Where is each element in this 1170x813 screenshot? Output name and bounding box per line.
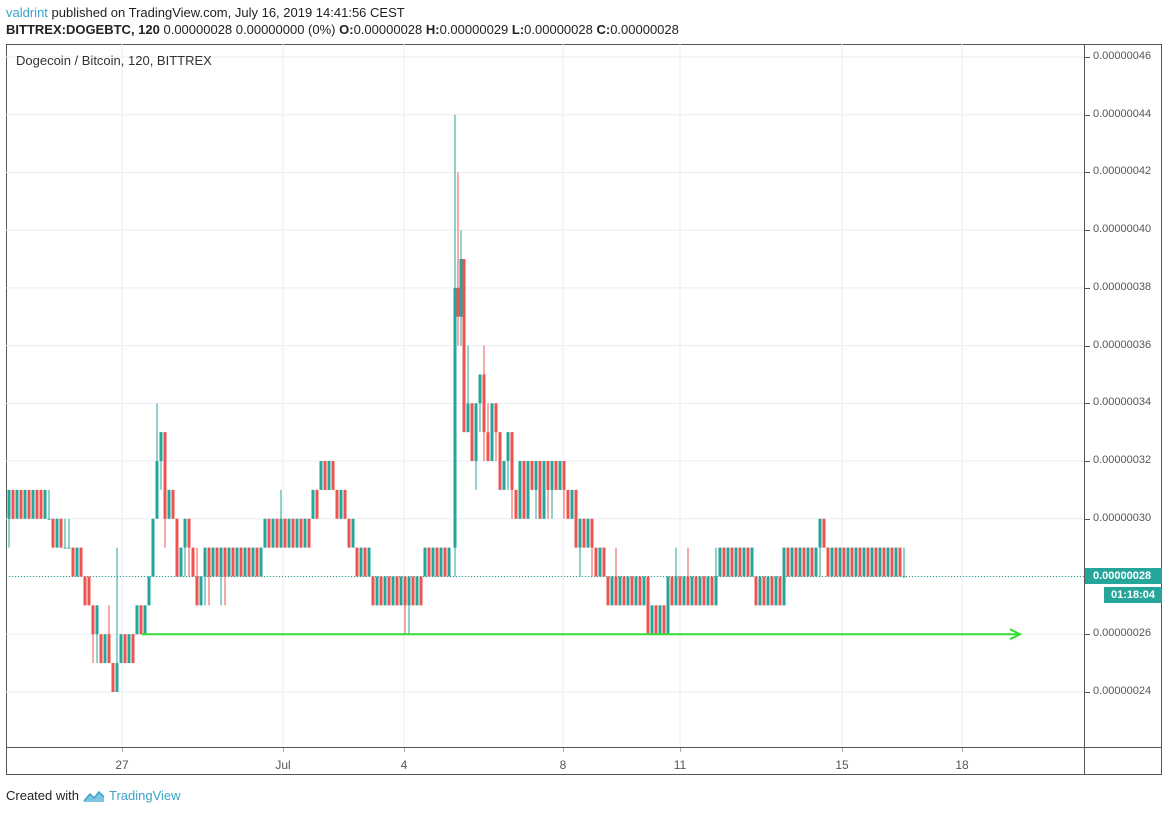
low-label: L:	[511, 22, 525, 37]
symbol-info: BITTREX:DOGEBTC, 120 0.00000028 0.000000…	[6, 22, 679, 37]
close-label: C:	[596, 22, 611, 37]
time-tick-label: 15	[835, 758, 849, 772]
time-tick-label: 8	[559, 758, 567, 772]
time-tick-label: 4	[400, 758, 408, 772]
open-label: O:	[339, 22, 354, 37]
bar-countdown-badge: 01:18:04	[1104, 587, 1162, 603]
time-tick-mark	[563, 748, 564, 752]
author-link[interactable]: valdrint	[6, 5, 48, 20]
price-tick-mark	[1085, 461, 1090, 463]
time-tick-mark	[122, 748, 123, 752]
time-tick-mark	[962, 748, 963, 752]
time-tick-label: Jul	[275, 758, 291, 772]
price-tick-mark	[1085, 230, 1090, 232]
price-tick-label: 0.00000046	[1093, 50, 1152, 62]
time-tick-label: 18	[955, 758, 969, 772]
last-price-badge: 0.00000028	[1085, 568, 1162, 584]
price-tick-label: 0.00000036	[1093, 338, 1152, 351]
high-value: 0.00000029	[439, 22, 512, 37]
price-tick-mark	[1085, 403, 1090, 405]
price-tick-label: 0.00000034	[1093, 396, 1152, 409]
price-tick-label: 0.00000030	[1093, 511, 1152, 524]
price-tick-mark	[1085, 345, 1090, 347]
publish-info: valdrint published on TradingView.com, J…	[6, 5, 405, 20]
price-tick-label: 0.00000042	[1093, 165, 1152, 178]
created-with-text: Created with	[6, 788, 79, 803]
low-value: 0.00000028	[524, 22, 597, 37]
open-value: 0.00000028	[353, 22, 426, 37]
time-tick-mark	[404, 748, 405, 752]
price-tick-mark	[1085, 57, 1090, 58]
price-tick-label: 0.00000040	[1093, 223, 1152, 236]
candlestick-series	[6, 44, 1084, 747]
time-tick-label: 27	[115, 758, 129, 772]
time-tick-mark	[283, 748, 284, 752]
price-axis-divider	[1084, 44, 1085, 775]
symbol-label: BITTREX:DOGEBTC, 120	[6, 22, 160, 37]
price-tick-mark	[1085, 172, 1090, 174]
tradingview-logo-icon	[83, 790, 105, 802]
tradingview-link[interactable]: TradingView	[108, 788, 181, 803]
price-tick-mark	[1085, 634, 1090, 636]
publish-text: published on TradingView.com, July 16, 2…	[47, 5, 405, 20]
time-axis-divider	[6, 747, 1162, 748]
chart-legend: Dogecoin / Bitcoin, 120, BITTREX	[16, 53, 212, 68]
price-tick-label: 0.00000024	[1093, 684, 1152, 697]
price-tick-label: 0.00000038	[1093, 280, 1152, 293]
price-tick-mark	[1085, 114, 1090, 116]
footer: Created with TradingView	[6, 788, 181, 803]
price-tick-mark	[1085, 691, 1090, 693]
price-tick-label: 0.00000044	[1093, 107, 1152, 120]
close-value: 0.00000028	[610, 22, 679, 37]
time-tick-mark	[842, 748, 843, 752]
price-tick-mark	[1085, 518, 1090, 520]
time-tick-label: 11	[673, 758, 687, 772]
last-change: 0.00000028 0.00000000 (0%)	[159, 22, 340, 37]
price-tick-mark	[1085, 287, 1090, 289]
time-tick-mark	[680, 748, 681, 752]
chart-plot-area[interactable]	[6, 44, 1084, 747]
price-tick-label: 0.00000032	[1093, 454, 1152, 467]
chart-frame	[6, 44, 1162, 775]
price-tick-label: 0.00000026	[1093, 627, 1152, 640]
high-label: H:	[425, 22, 440, 37]
